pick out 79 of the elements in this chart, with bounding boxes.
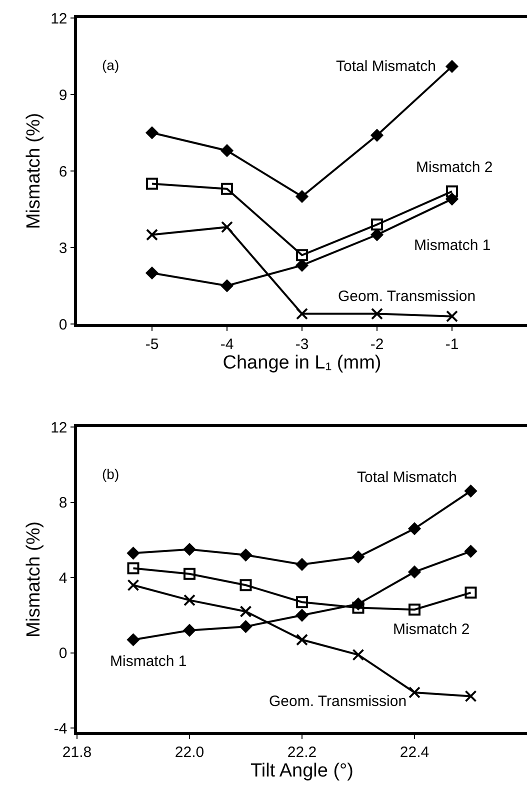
point [371,218,383,231]
point [221,182,233,195]
series-label: Geom. Transmission [338,288,476,305]
point [239,620,252,633]
point [296,596,308,608]
point [296,259,308,272]
y-tick-label: 8 [58,494,68,512]
point [126,633,140,646]
series-label: Mismatch 1 [110,653,187,670]
y-tick-label: 6 [58,163,68,180]
point [464,544,478,558]
point [446,185,458,198]
y-tick-label: 12 [50,10,68,28]
point [184,568,196,580]
y-tick-label: 3 [58,240,68,257]
x-tick-label: 22.4 [400,744,430,761]
series-label: Mismatch 2 [416,159,493,176]
y-tick-label: 12 [50,419,68,436]
point [408,686,420,698]
x-axis-title: Change in L₁ (mm) [222,352,382,374]
series-label: Mismatch 1 [414,237,491,254]
x-tick-label: -3 [295,336,309,353]
point [183,543,196,556]
point [240,579,252,592]
point [446,60,458,73]
point [464,586,477,599]
point [408,604,420,616]
point [352,550,365,564]
y-tick-label: 0 [58,316,68,334]
point [126,546,140,560]
point [408,566,421,578]
x-tick-label: -2 [370,336,384,353]
point [371,308,383,320]
series-label: Total Mismatch [336,58,436,75]
point [296,308,308,320]
x-tick-label: 21.8 [62,744,92,761]
y-axis-title: Mismatch (%) [23,521,44,638]
x-tick-label: -4 [220,336,234,353]
point [146,126,158,140]
point [146,266,158,280]
point [352,598,365,610]
y-tick-label: 4 [58,570,68,587]
point [296,249,308,262]
point [220,279,234,292]
x-tick-label: -5 [145,336,159,353]
point [464,690,477,702]
series-label: Total Mismatch [357,469,458,486]
point [127,579,140,592]
point [146,228,158,241]
x-tick-label: -1 [445,336,459,353]
annotation: (b) [102,466,120,482]
point [127,562,140,574]
point [220,144,234,157]
point [408,522,421,536]
point [239,548,252,562]
y-tick-label: -4 [54,720,68,738]
point [446,192,458,206]
point [296,608,308,622]
series-label: Geom. Transmission [269,693,407,710]
point [146,178,158,190]
point [183,624,196,637]
y-axis-title: Mismatch (%) [23,112,44,230]
point [370,228,384,242]
point [184,594,196,606]
x-tick-label: 22.0 [174,744,204,761]
series-label: Mismatch 2 [393,621,470,638]
point [370,128,384,142]
point [296,558,308,571]
annotation: (a) [102,57,120,73]
point [296,634,308,646]
point [240,606,252,618]
point [464,484,478,498]
point [296,190,308,203]
point [446,310,458,322]
x-axis-title: Tilt Angle (°) [250,760,354,782]
x-tick-label: 22.2 [287,744,317,761]
point [352,602,364,614]
y-tick-label: 9 [58,86,68,104]
y-tick-label: 0 [58,645,68,662]
